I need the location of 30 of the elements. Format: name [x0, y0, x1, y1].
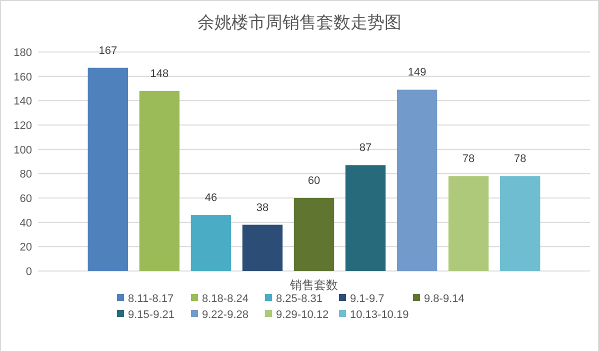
y-tick-label: 140: [14, 96, 32, 108]
y-tick-label: 0: [26, 266, 32, 278]
data-label: 38: [256, 202, 269, 214]
data-label: 78: [514, 153, 526, 166]
legend-label: 8.11-8.17: [128, 293, 174, 305]
y-tick-label: 60: [20, 193, 32, 205]
data-label: 60: [308, 175, 320, 187]
legend-label: 10.13-10.19: [350, 309, 409, 321]
y-tick-label: 160: [14, 71, 32, 84]
data-label: 167: [98, 44, 118, 57]
legend-label: 9.8-9.14: [424, 293, 464, 305]
data-label: 149: [408, 66, 426, 79]
y-tick-label: 20: [20, 242, 32, 254]
x-tick-label: 销售套数: [289, 278, 338, 292]
legend-label: 9.1-9.7: [350, 293, 384, 305]
y-tick-label: 100: [14, 144, 32, 156]
legend-label: 9.15-9.21: [128, 309, 174, 321]
chart-title: 余姚楼市周销售套数走势图: [198, 13, 402, 32]
y-tick-label: 180: [14, 47, 32, 59]
y-tick-label: 40: [20, 217, 32, 230]
y-tick-label: 120: [14, 120, 32, 132]
legend-label: 8.18-8.24: [202, 293, 248, 305]
legend-label: 9.29-10.12: [276, 309, 329, 321]
data-label: 148: [150, 68, 169, 80]
y-tick-label: 80: [20, 168, 32, 181]
data-label: 78: [462, 153, 475, 166]
data-label: 46: [204, 192, 218, 204]
data-label: 87: [359, 142, 372, 154]
legend-label: 8.25-8.31: [276, 293, 322, 305]
legend-label: 9.22-9.28: [202, 309, 248, 321]
